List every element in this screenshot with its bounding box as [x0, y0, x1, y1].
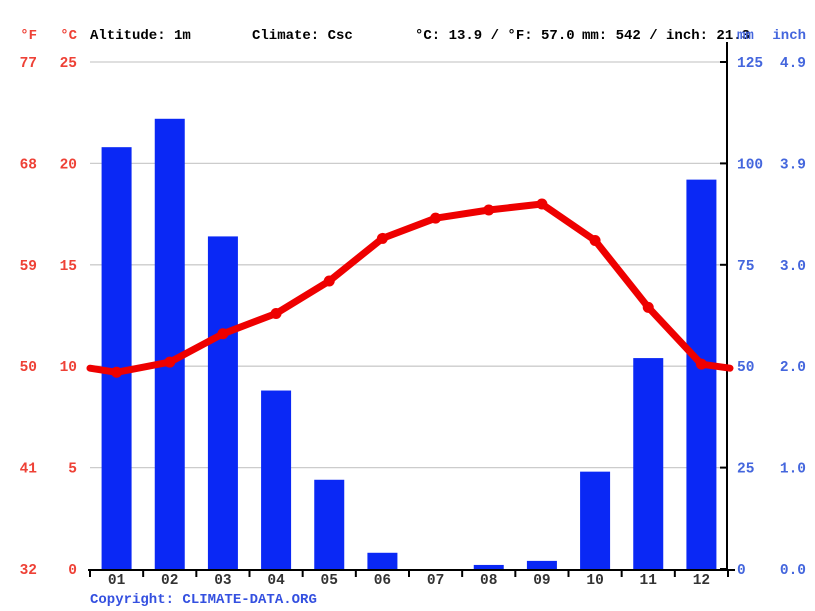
f-tick-label: 50 — [20, 360, 37, 376]
mm-tick-label: 75 — [737, 259, 754, 275]
inch-tick-label: 0.0 — [780, 563, 806, 579]
mm-tick-label: 50 — [737, 360, 754, 376]
annual-precipitation-summary: mm: 542 / inch: 21.3 — [582, 28, 751, 44]
temp-point-04 — [270, 307, 282, 319]
precip-bar-01 — [101, 147, 132, 569]
c-tick-label: 20 — [60, 157, 77, 173]
precip-bar-09 — [526, 560, 557, 569]
f-tick-label: 41 — [20, 462, 38, 478]
temp-point-11 — [642, 301, 654, 313]
month-label-03: 03 — [214, 573, 231, 589]
climate-type-label: Climate: Csc — [252, 28, 353, 44]
mm-tick-label: 0 — [737, 563, 746, 579]
month-label-12: 12 — [693, 573, 710, 589]
precip-bar-06 — [367, 552, 398, 569]
inch-tick-label: 2.0 — [780, 360, 806, 376]
temp-point-01 — [111, 366, 123, 378]
temp-point-06 — [376, 232, 388, 244]
f-tick-label: 68 — [20, 157, 37, 173]
temp-point-08 — [483, 204, 495, 216]
mm-tick-label: 100 — [737, 157, 763, 173]
inch-tick-label: 3.9 — [780, 157, 806, 173]
precip-bar-08 — [473, 564, 504, 569]
temp-point-10 — [589, 234, 601, 246]
month-label-11: 11 — [640, 573, 658, 589]
fahrenheit-axis-title: °F — [20, 28, 37, 44]
precip-bar-04 — [261, 390, 292, 569]
month-label-02: 02 — [161, 573, 178, 589]
temperature-line — [86, 200, 734, 376]
altitude-label: Altitude: 1m — [90, 28, 191, 44]
month-label-10: 10 — [586, 573, 603, 589]
month-label-07: 07 — [427, 573, 444, 589]
c-tick-label: 5 — [68, 462, 77, 478]
inch-tick-label: 4.9 — [780, 56, 806, 72]
precip-bar-11 — [633, 358, 664, 569]
inch-tick-label: 1.0 — [780, 462, 806, 478]
mm-tick-label: 125 — [737, 56, 763, 72]
precip-bar-03 — [207, 236, 238, 569]
month-label-08: 08 — [480, 573, 497, 589]
temp-point-09 — [536, 198, 548, 210]
annual-temperature-summary: °C: 13.9 / °F: 57.0 — [415, 28, 575, 44]
c-tick-label: 25 — [60, 56, 77, 72]
precip-bar-05 — [314, 479, 345, 569]
month-label-01: 01 — [108, 573, 126, 589]
month-label-06: 06 — [374, 573, 391, 589]
precip-bar-02 — [154, 118, 185, 569]
temp-point-07 — [430, 212, 442, 224]
precip-bar-10 — [580, 471, 611, 569]
temp-point-05 — [323, 275, 335, 287]
month-label-05: 05 — [321, 573, 338, 589]
temp-point-02 — [164, 356, 176, 368]
f-tick-label: 59 — [20, 259, 37, 275]
precip-bar-12 — [686, 179, 717, 569]
mm-axis-title: mm — [737, 28, 754, 44]
temp-point-03 — [217, 328, 229, 340]
c-tick-label: 0 — [68, 563, 77, 579]
copyright-line: Copyright: CLIMATE-DATA.ORG — [90, 592, 317, 608]
copyright-prefix: Copyright: — [90, 592, 183, 608]
celsius-axis-title: °C — [60, 28, 77, 44]
f-tick-label: 32 — [20, 563, 37, 579]
inch-tick-label: 3.0 — [780, 259, 806, 275]
mm-tick-label: 25 — [737, 462, 754, 478]
c-tick-label: 10 — [60, 360, 77, 376]
c-tick-label: 15 — [60, 259, 77, 275]
climate-data-org-link[interactable]: CLIMATE-DATA.ORG — [182, 592, 317, 608]
inch-axis-title: inch — [772, 28, 806, 44]
temp-point-12 — [695, 358, 707, 370]
f-tick-label: 77 — [20, 56, 37, 72]
month-label-04: 04 — [267, 573, 285, 589]
month-label-09: 09 — [533, 573, 550, 589]
